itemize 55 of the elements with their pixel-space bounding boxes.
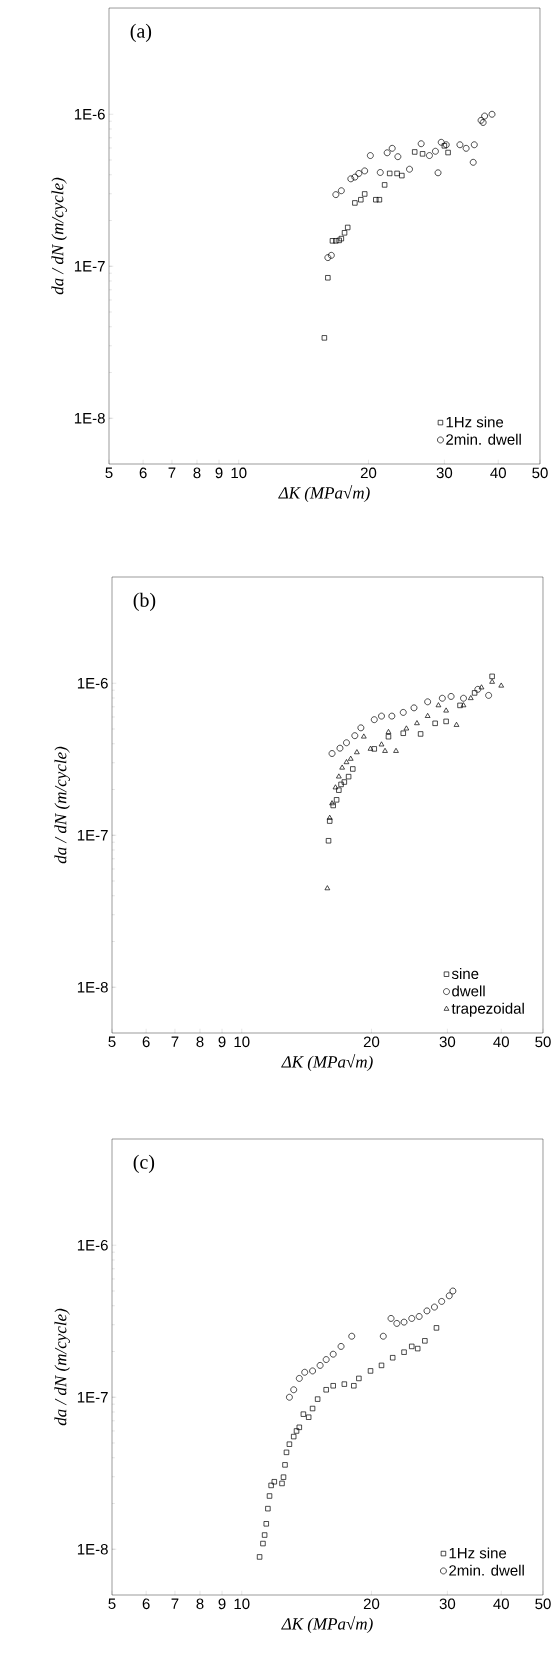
- x-tick-label: 20: [363, 1036, 380, 1048]
- x-tick-label: 40: [493, 1598, 509, 1610]
- x-tick-label: 9: [218, 1598, 226, 1610]
- y-tick-label: 1E-8: [74, 412, 105, 424]
- x-tick-label: 50: [532, 467, 548, 479]
- legend-label: dwell: [452, 985, 485, 997]
- y-axis-title: da / dN (m/cycle): [54, 746, 70, 864]
- x-tick-label: 10: [234, 1598, 250, 1610]
- x-tick-label: 30: [436, 467, 453, 479]
- x-tick-label: 6: [142, 1598, 150, 1610]
- y-tick-label: 1E-6: [77, 1239, 108, 1251]
- legend-label: 1Hz sine: [446, 416, 504, 428]
- y-tick-label: 1E-8: [77, 1543, 108, 1555]
- x-tick-label: 50: [535, 1036, 551, 1048]
- x-tick-label: 9: [215, 467, 223, 479]
- x-tick-label: 5: [108, 1036, 116, 1047]
- x-tick-label: 7: [171, 1598, 179, 1609]
- x-tick-label: 7: [171, 1036, 179, 1047]
- legend-label: 2min. dwell: [449, 1564, 524, 1576]
- legend-label: sine: [451, 968, 479, 980]
- x-tick-label: 7: [168, 467, 176, 478]
- x-tick-label: 50: [535, 1598, 551, 1610]
- x-tick-label: 10: [231, 467, 247, 479]
- x-axis-title: ΔK (MPa√m): [278, 485, 370, 503]
- y-tick-label: 1E-7: [77, 830, 108, 841]
- y-axis-title: da / dN (m/cycle): [51, 177, 67, 295]
- y-tick-label: 1E-7: [77, 1392, 108, 1403]
- x-tick-label: 40: [493, 1036, 509, 1048]
- y-tick-label: 1E-6: [77, 677, 108, 689]
- x-tick-label: 30: [439, 1598, 456, 1610]
- y-tick-label: 1E-7: [74, 261, 105, 272]
- x-tick-label: 10: [234, 1036, 250, 1048]
- x-tick-label: 20: [360, 467, 377, 479]
- x-axis-title: ΔK (MPa√m): [281, 1616, 373, 1634]
- x-tick-label: 40: [490, 467, 506, 479]
- x-tick-label: 5: [108, 1598, 116, 1609]
- x-axis-title: ΔK (MPa√m): [281, 1054, 373, 1072]
- text: (c): [133, 1154, 155, 1173]
- text: (a): [130, 23, 152, 42]
- legend-label: trapezoidal: [451, 1002, 524, 1017]
- x-tick-label: 20: [363, 1598, 380, 1610]
- x-tick-label: 30: [439, 1036, 456, 1048]
- x-tick-label: 8: [196, 1598, 204, 1610]
- x-tick-label: 6: [139, 467, 147, 479]
- legend-label: 2min. dwell: [446, 433, 521, 445]
- x-tick-label: 8: [196, 1036, 204, 1048]
- y-tick-label: 1E-6: [74, 108, 105, 120]
- text: (b): [133, 592, 156, 611]
- legend-label: 1Hz sine: [449, 1547, 507, 1559]
- x-tick-label: 9: [218, 1036, 226, 1048]
- x-tick-label: 6: [142, 1036, 150, 1048]
- x-tick-label: 5: [105, 467, 113, 479]
- y-tick-label: 1E-8: [77, 981, 108, 993]
- y-axis-title: da / dN (m/cycle): [54, 1308, 70, 1426]
- x-tick-label: 8: [193, 467, 201, 479]
